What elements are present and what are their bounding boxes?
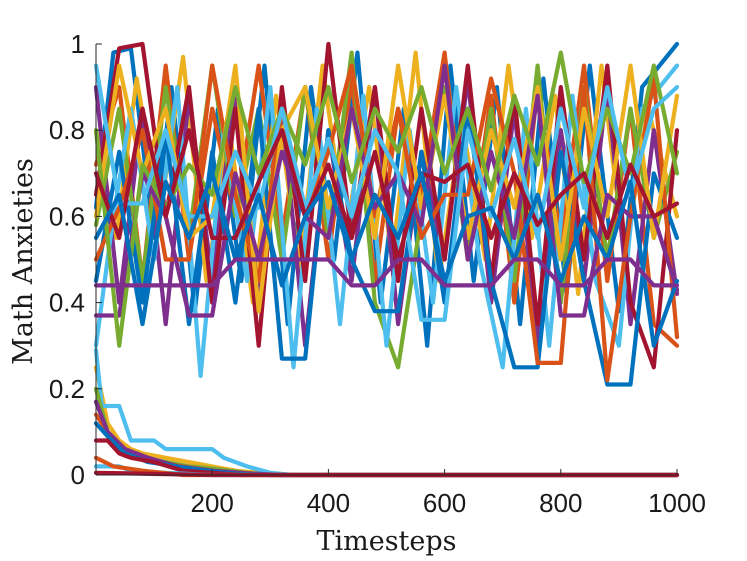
series-line-12 <box>93 50 680 348</box>
y-tick-label-0.4: 0.4 <box>49 288 85 318</box>
series-line-18 <box>93 347 680 478</box>
series-line-8 <box>93 106 680 387</box>
series-line-15 <box>93 171 680 348</box>
series-line-16 <box>93 257 680 288</box>
x-tick-label-600: 600 <box>423 488 466 518</box>
series-line-13 <box>93 63 680 322</box>
x-tick-label-800: 800 <box>539 488 582 518</box>
y-tick-label-0.2: 0.2 <box>49 374 85 404</box>
x-ticks: 200 400 600 800 1000 <box>191 469 706 518</box>
x-tick-label-400: 400 <box>307 488 350 518</box>
axes <box>95 44 677 476</box>
series-lines <box>93 41 680 478</box>
y-tick-label-0.6: 0.6 <box>49 201 85 231</box>
y-ticks: 0 0.2 0.4 0.6 0.8 1 <box>49 29 102 490</box>
series-line-14 <box>93 106 680 262</box>
y-tick-label-0: 0 <box>71 460 85 490</box>
y-tick-label-0.8: 0.8 <box>49 115 85 145</box>
x-axis-title: Timesteps <box>316 526 456 557</box>
series-line-23 <box>93 438 680 478</box>
y-axis-title: Math Anxieties <box>8 158 39 365</box>
y-tick-label-1: 1 <box>71 29 85 59</box>
x-tick-label-1000: 1000 <box>648 488 706 518</box>
series-line-11 <box>93 63 680 318</box>
x-tick-label-200: 200 <box>191 488 234 518</box>
series-line-17 <box>93 365 680 478</box>
